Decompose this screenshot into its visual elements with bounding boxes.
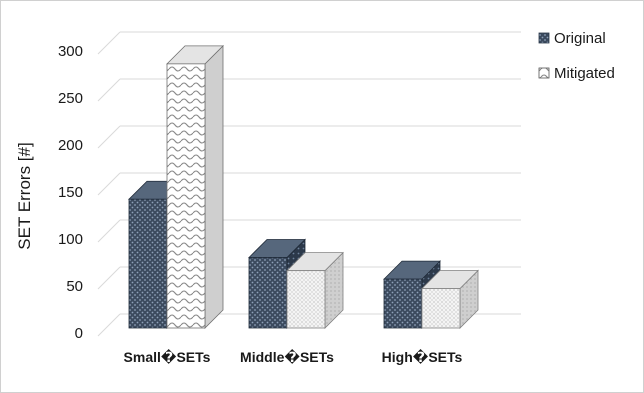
legend: Original Mitigated — [538, 30, 615, 82]
x-category-label: High�SETs — [382, 349, 463, 365]
bar-mitigated-2 — [421, 269, 479, 329]
bar-front — [286, 270, 326, 329]
y-tick-label: 50 — [66, 278, 83, 295]
bar-side — [204, 44, 224, 329]
x-category-label: Small�SETs — [124, 349, 211, 365]
y-tick-label: 0 — [75, 325, 83, 342]
legend-label-original: Original — [554, 30, 606, 47]
bar-front — [383, 278, 423, 329]
y-axis-title: SET Errors [#] — [15, 142, 34, 249]
gridline-diag-0 — [97, 313, 121, 337]
gridline-diag-5 — [97, 78, 121, 102]
gridline-diag-2 — [97, 219, 121, 243]
gridline-diag-1 — [97, 266, 121, 290]
bar-front — [421, 288, 461, 329]
bar-front — [128, 198, 168, 329]
bar-front — [248, 257, 288, 329]
y-tick-label: 300 — [58, 43, 83, 60]
legend-label-mitigated: Mitigated — [554, 65, 615, 82]
legend-swatch-mitigated — [538, 67, 550, 79]
bar-mitigated-0 — [166, 44, 224, 329]
y-tick-label: 250 — [58, 90, 83, 107]
gridline-diag-3 — [97, 172, 121, 196]
x-axis-categories: Small�SETs Middle�SETs High�SETs — [124, 349, 463, 365]
x-category-label: Middle�SETs — [240, 349, 334, 365]
legend-swatch-original — [538, 32, 550, 44]
gridline-diag-4 — [97, 125, 121, 149]
bar-mitigated-1 — [286, 251, 344, 329]
y-tick-label: 100 — [58, 231, 83, 248]
y-axis-ticks: 0 50 100 150 200 250 300 — [58, 43, 83, 342]
gridline-diag-6 — [97, 31, 121, 55]
y-tick-label: 150 — [58, 184, 83, 201]
y-tick-label: 200 — [58, 137, 83, 154]
bar-front — [166, 63, 206, 329]
bars — [128, 44, 479, 329]
